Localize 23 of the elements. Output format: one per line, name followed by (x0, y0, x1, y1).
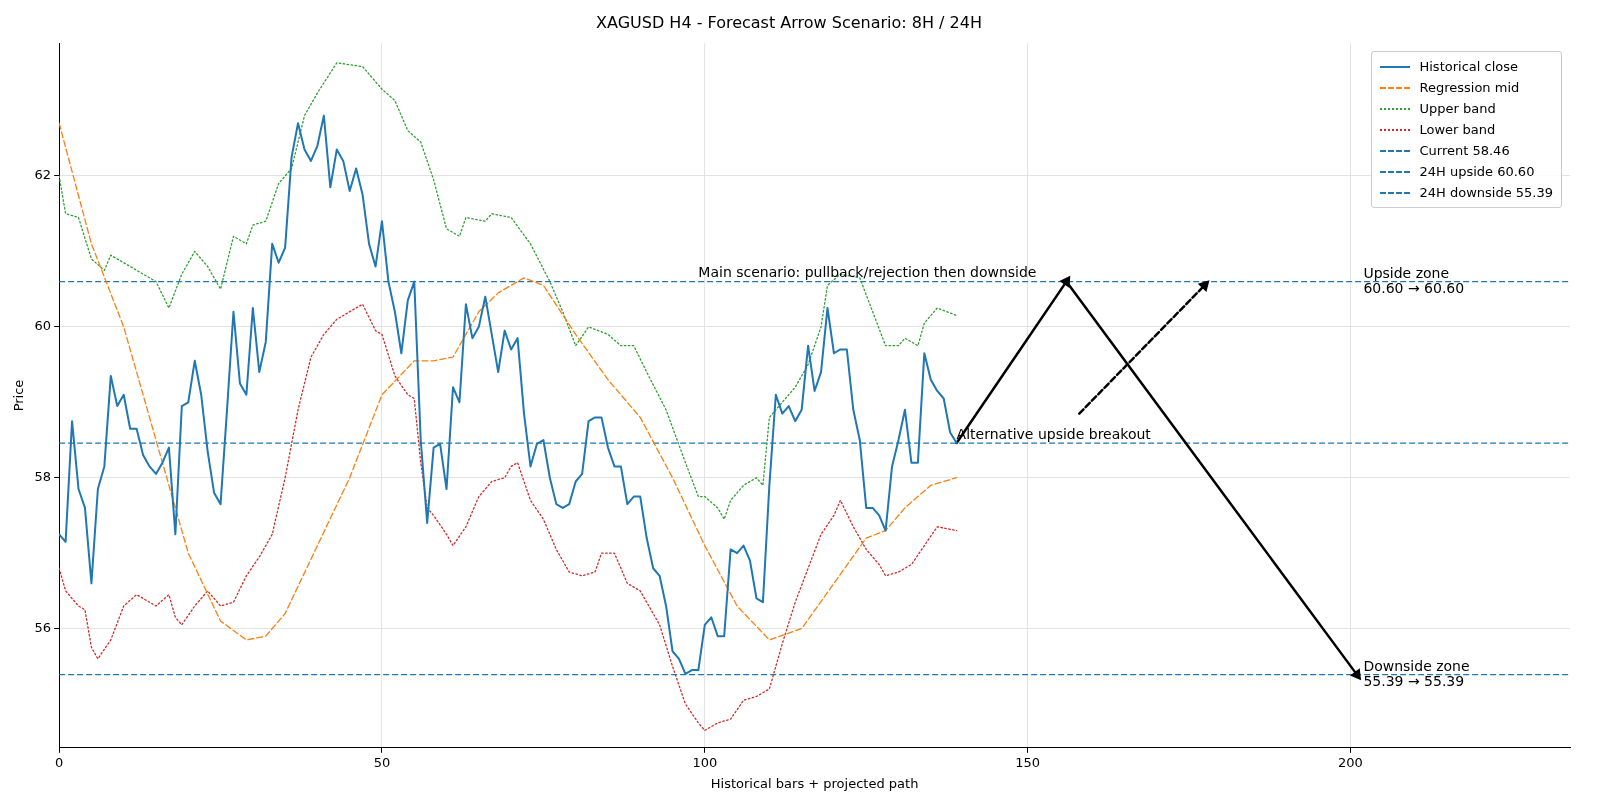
x-tick-label: 50 (373, 754, 391, 770)
x-tick-label: 100 (692, 754, 718, 770)
chart-title: XAGUSD H4 - Forecast Arrow Scenario: 8H / 24H (596, 12, 982, 32)
annotation: Downside zone 55.39 → 55.39 (1363, 657, 1470, 689)
legend-label: 24H downside 55.39 (1419, 185, 1553, 201)
annotation: Upside zone 60.60 → 60.60 (1363, 264, 1465, 296)
y-tick-label: 60 (34, 318, 52, 334)
x-tick-label: 150 (1015, 754, 1041, 770)
y-axis-title: Price (11, 379, 27, 412)
legend-label: 24H upside 60.60 (1419, 164, 1535, 180)
x-tick-label: 200 (1338, 754, 1363, 770)
legend-label: Regression mid (1419, 80, 1520, 96)
legend-label: Upper band (1419, 101, 1496, 117)
annotation: Main scenario: pullback/rejection then downside (698, 264, 1037, 281)
x-tick-label: 0 (55, 754, 64, 770)
x-axis-title: Historical bars + projected path (710, 775, 919, 791)
legend-label: Current 58.46 (1419, 143, 1510, 159)
legend-label: Historical close (1419, 59, 1518, 75)
y-tick-label: 58 (34, 469, 52, 485)
y-tick-label: 62 (34, 167, 52, 183)
line-series (59, 303, 958, 732)
y-tick-label: 56 (34, 619, 52, 635)
legend-label: Lower band (1419, 122, 1496, 138)
